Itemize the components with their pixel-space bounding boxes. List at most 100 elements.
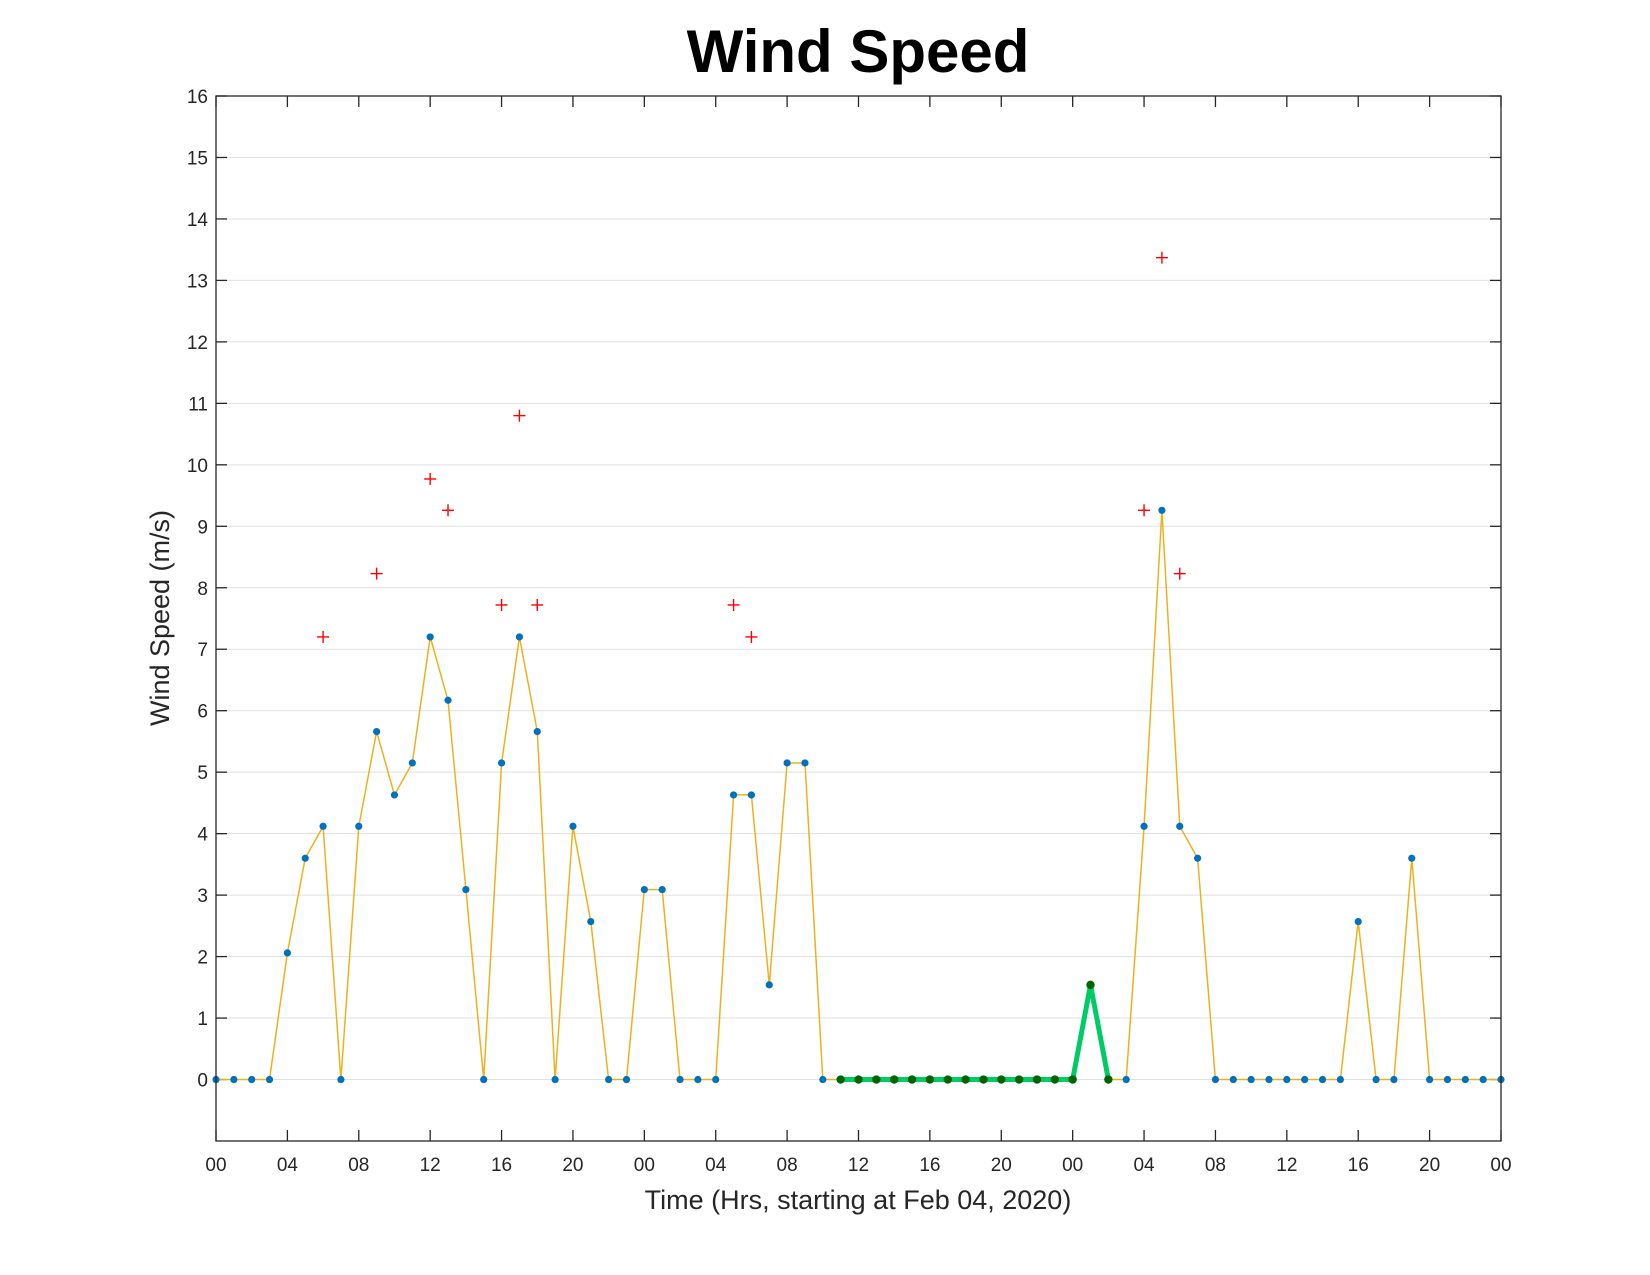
wind-speed-point [819,1075,827,1084]
highlight-point [997,1075,1006,1084]
wind-speed-point [426,633,434,641]
gust-marker [317,630,330,643]
axes-frame [215,95,1502,1142]
wind-speed-point [1211,1075,1220,1084]
wind-speed-point [1372,1075,1380,1084]
wind-speed-point [747,791,756,799]
wind-speed-point [355,822,363,830]
x-tick-label: 04 [1133,1155,1155,1176]
wind-speed-point [658,885,666,894]
gust-marker [1155,251,1168,264]
y-tick-label: 16 [187,87,208,108]
gust-marker [513,409,526,422]
highlight-point [1104,1075,1113,1084]
y-tick-label: 10 [187,456,208,477]
wind-speed-line [216,509,1501,1081]
gust-marker [424,472,437,485]
wind-speed-point [569,822,577,830]
wind-speed-point [408,759,416,767]
wind-speed-point [1247,1075,1255,1084]
wind-speed-point [283,949,291,957]
x-tick-label: 00 [634,1155,655,1176]
y-tick-label: 15 [187,148,208,169]
highlight-point [925,1075,935,1084]
wind-speed-point [1390,1075,1398,1084]
wind-speed-point [462,885,470,894]
y-tick-label: 8 [197,579,208,600]
wind-speed-point [230,1075,238,1084]
x-axis-label: Time (Hrs, starting at Feb 04, 2020) [645,1185,1072,1215]
y-tick-label: 14 [187,210,209,231]
wind-speed-point [1193,854,1202,862]
x-tick-label: 04 [277,1155,299,1176]
wind-speed-point [640,885,648,894]
wind-speed-point [1229,1075,1237,1084]
x-tick-label: 08 [1205,1155,1226,1176]
y-tick-label: 2 [197,948,208,969]
y-tick-label: 4 [197,825,208,846]
y-tick-label: 6 [197,702,208,723]
x-tick-label: 08 [348,1155,369,1176]
x-tick-label: 12 [1276,1155,1297,1176]
highlight-point [961,1075,970,1084]
highlight-point [1086,980,1095,990]
wind-speed-point [1301,1075,1309,1084]
gust-marker [370,567,383,580]
wind-speed-point [783,759,791,767]
wind-speed-point [1140,822,1148,830]
gust-marker [1173,567,1186,580]
y-tick-label: 9 [197,517,208,538]
x-tick-label: 20 [991,1155,1012,1176]
chart-title: Wind Speed [687,18,1030,85]
highlight-point [872,1075,881,1084]
wind-speed-point [765,981,773,989]
wind-speed-point [1426,1075,1434,1084]
y-tick-label: 13 [187,271,208,292]
x-tick-label: 00 [205,1155,226,1176]
highlight-point [1050,1075,1060,1084]
y-tick-label: 5 [197,763,208,784]
wind-speed-point [265,1075,274,1084]
x-tick-label: 16 [1348,1155,1369,1176]
highlight-point [943,1075,952,1084]
wind-speed-point [587,917,595,926]
highlight-point [836,1075,845,1084]
highlight-point [1032,1075,1042,1084]
wind-speed-point [533,728,541,736]
x-tick-label: 16 [919,1155,940,1176]
x-tick-label: 20 [562,1155,583,1176]
highlight-point [1068,1075,1077,1084]
wind-speed-point [301,854,309,862]
grid-layer [216,95,1501,1081]
wind-speed-point [390,791,399,799]
x-tick-label: 00 [1490,1155,1511,1176]
wind-speed-point [373,728,381,736]
x-tick-label: 08 [777,1155,798,1176]
wind-speed-point [676,1075,684,1084]
wind-speed-point [622,1075,631,1084]
highlight-point [889,1075,899,1084]
highlight-point [1014,1075,1024,1084]
y-tick-label: 12 [187,333,208,354]
wind-speed-point [1354,917,1362,926]
wind-speed-point [1265,1075,1273,1084]
wind-speed-point [337,1075,345,1084]
highlight-point [907,1075,917,1084]
gust-marker [745,630,758,643]
wind-speed-point [729,791,738,799]
y-tick-label: 3 [197,886,208,907]
gust-marker [1138,504,1151,517]
wind-speed-point [1158,506,1166,514]
x-tick-label: 00 [1062,1155,1083,1176]
wind-speed-point [515,633,524,641]
highlight-point [979,1075,988,1084]
y-tick-label: 7 [197,640,208,661]
x-tick-label: 20 [1419,1155,1440,1176]
y-axis-label: Wind Speed (m/s) [145,510,175,726]
gust-marker [531,598,544,611]
y-tick-label: 11 [188,394,208,415]
wind-speed-point [1318,1075,1327,1084]
wind-speed-point [605,1075,613,1084]
